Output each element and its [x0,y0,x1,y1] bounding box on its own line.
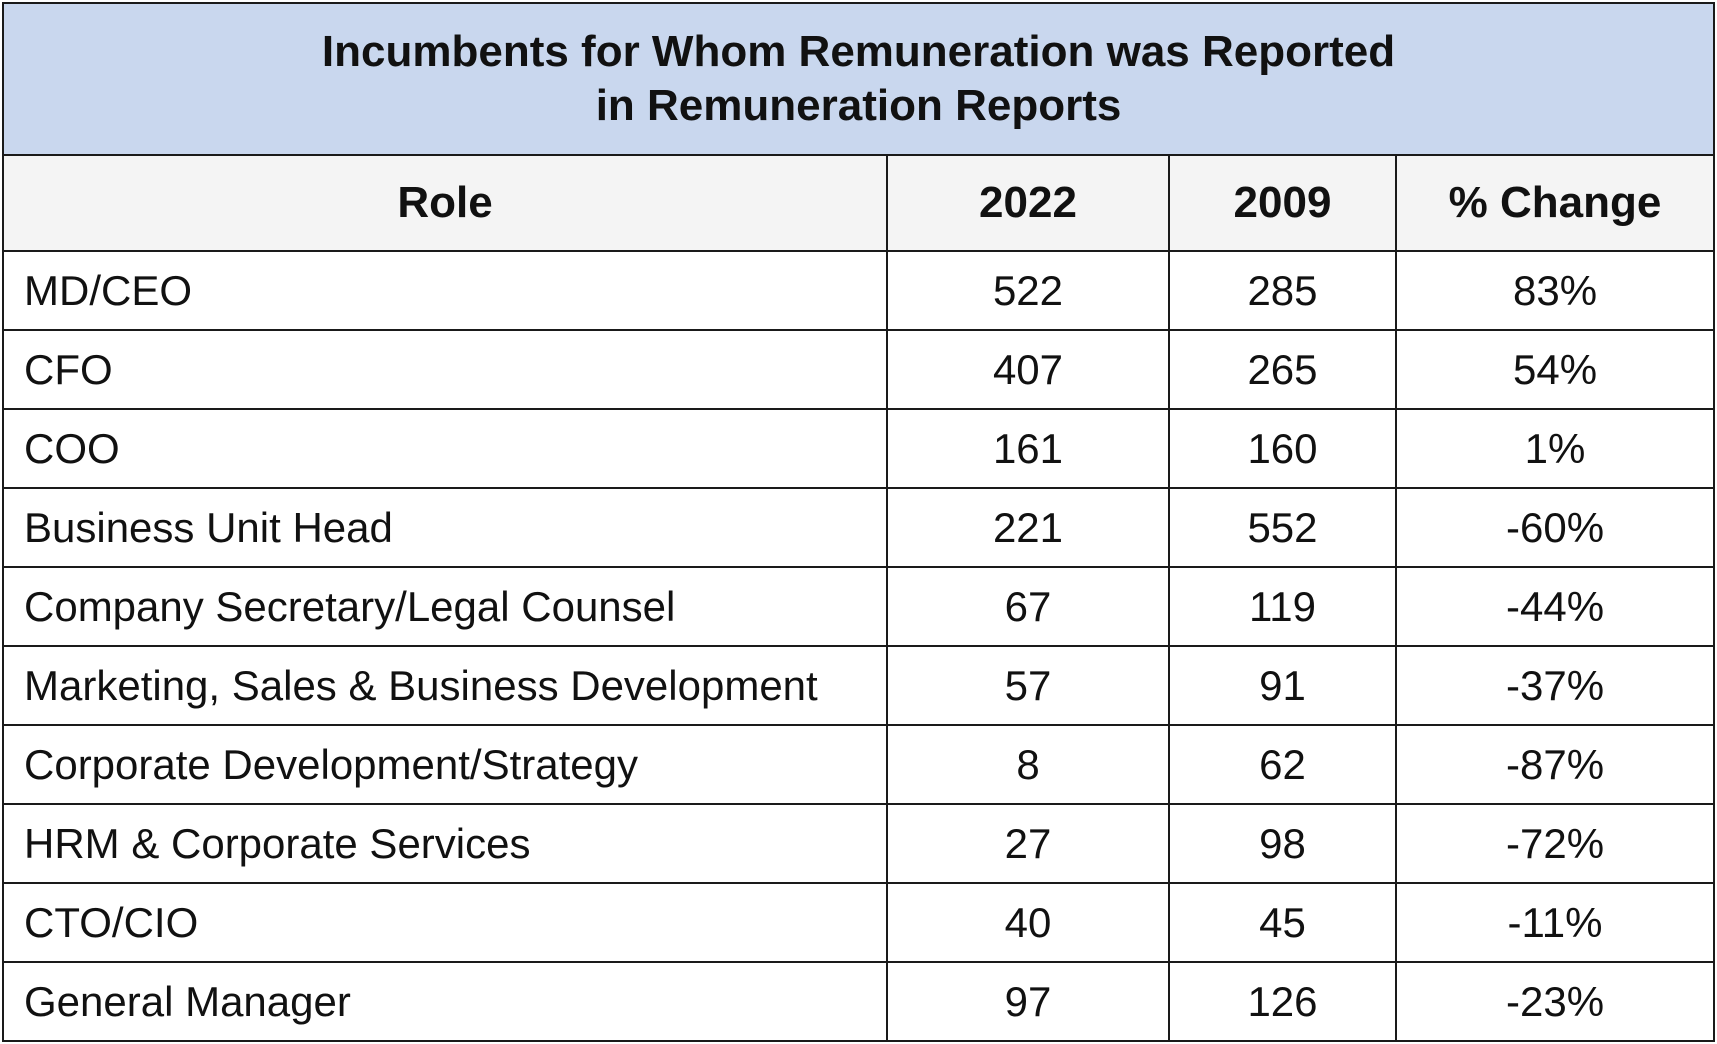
role-cell: General Manager [2,961,888,1042]
role-cell: Business Unit Head [2,487,888,568]
table-header-row: Role 2022 2009 % Change [2,154,1716,252]
value-2022-cell: 57 [886,645,1170,726]
table-title-line-2: in Remuneration Reports [595,81,1122,130]
table-row: Marketing, Sales & Business Development … [2,645,1716,726]
column-header-2009: 2009 [1168,154,1397,252]
table-title: Incumbents for Whom Remuneration was Rep… [1,2,1716,156]
percent-change-cell: 83% [1394,250,1716,331]
table-row: CTO/CIO 40 45 -11% [2,882,1716,963]
value-2009-cell: 98 [1168,803,1397,884]
value-2009-cell: 285 [1168,250,1397,331]
percent-change-cell: 1% [1394,408,1716,489]
value-2009-cell: 552 [1168,487,1397,568]
percent-change-cell: -87% [1394,724,1716,805]
column-header-change: % Change [1394,154,1716,252]
value-2009-cell: 91 [1168,645,1397,726]
percent-change-cell: -23% [1394,961,1716,1042]
role-cell: HRM & Corporate Services [2,803,888,884]
table-title-row: Incumbents for Whom Remuneration was Rep… [1,2,1716,156]
value-2022-cell: 8 [886,724,1170,805]
value-2022-cell: 97 [886,961,1170,1042]
value-2022-cell: 522 [886,250,1170,331]
value-2022-cell: 67 [886,566,1170,647]
value-2022-cell: 407 [886,329,1170,410]
percent-change-cell: -60% [1394,487,1716,568]
percent-change-cell: -44% [1394,566,1716,647]
role-cell: CFO [2,329,888,410]
column-header-2022: 2022 [886,154,1170,252]
table-row: Business Unit Head 221 552 -60% [2,487,1716,568]
table-row: Corporate Development/Strategy 8 62 -87% [2,724,1716,805]
percent-change-cell: 54% [1394,329,1716,410]
role-cell: CTO/CIO [2,882,888,963]
table-row: Company Secretary/Legal Counsel 67 119 -… [2,566,1716,647]
role-cell: COO [2,408,888,489]
percent-change-cell: -72% [1394,803,1716,884]
role-cell: Corporate Development/Strategy [2,724,888,805]
value-2009-cell: 265 [1168,329,1397,410]
percent-change-cell: -11% [1394,882,1716,963]
role-cell: Marketing, Sales & Business Development [2,645,888,726]
value-2009-cell: 62 [1168,724,1397,805]
percent-change-cell: -37% [1394,645,1716,726]
value-2022-cell: 161 [886,408,1170,489]
table-title-line-1: Incumbents for Whom Remuneration was Rep… [321,27,1396,76]
role-cell: MD/CEO [2,250,888,331]
value-2022-cell: 221 [886,487,1170,568]
value-2009-cell: 119 [1168,566,1397,647]
table-row: HRM & Corporate Services 27 98 -72% [2,803,1716,884]
value-2022-cell: 27 [886,803,1170,884]
value-2009-cell: 45 [1168,882,1397,963]
table-row: General Manager 97 126 -23% [2,961,1716,1042]
table-row: CFO 407 265 54% [2,329,1716,410]
value-2022-cell: 40 [886,882,1170,963]
table-row: COO 161 160 1% [2,408,1716,489]
column-header-role: Role [2,154,888,252]
table-row: MD/CEO 522 285 83% [2,250,1716,331]
value-2009-cell: 160 [1168,408,1397,489]
role-cell: Company Secretary/Legal Counsel [2,566,888,647]
value-2009-cell: 126 [1168,961,1397,1042]
